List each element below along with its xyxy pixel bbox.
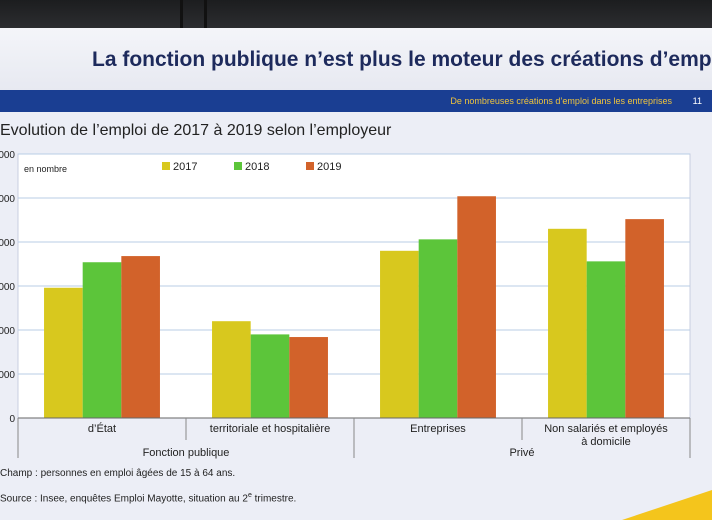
slide-header: La fonction publique n’est plus le moteu…	[0, 28, 712, 90]
legend-swatch	[306, 162, 314, 170]
bar-2019	[121, 256, 160, 418]
cable	[180, 0, 183, 36]
y-tick-label: 0	[9, 414, 15, 425]
y-tick-label: 000	[0, 150, 15, 161]
bar-2018	[82, 262, 122, 418]
category-label: d’État	[88, 422, 116, 435]
chart-title: Evolution de l’emploi de 2017 à 2019 sel…	[0, 122, 392, 139]
slide: La fonction publique n’est plus le moteu…	[0, 28, 712, 520]
bar-2017	[212, 321, 251, 418]
decorative-corner	[622, 490, 712, 520]
page-number: 11	[692, 96, 702, 106]
group-label: Fonction publique	[143, 447, 230, 459]
y-tick-label: 000	[0, 326, 15, 337]
footnote-source: Source : Insee, enquêtes Emploi Mayotte,…	[0, 492, 296, 504]
bar-2018	[586, 261, 626, 418]
bar-2017	[380, 250, 419, 418]
bar-2019	[289, 337, 328, 418]
y-tick-label: 000	[0, 282, 15, 293]
legend-label: 2018	[245, 161, 269, 173]
slide-band: De nombreuses créations d’emploi dans le…	[0, 90, 712, 112]
bar-2017	[548, 228, 587, 418]
bar-2018	[250, 334, 290, 418]
monitor-bezel	[0, 0, 712, 36]
y-tick-label: 000	[0, 194, 15, 205]
legend-swatch	[162, 162, 170, 170]
category-label-line: à domicile	[581, 436, 631, 448]
bar-2019	[457, 196, 496, 418]
legend-label: 2019	[317, 161, 341, 173]
y-tick-label: 000	[0, 370, 15, 381]
category-label: Entreprises	[410, 423, 466, 435]
unit-label: en nombre	[24, 164, 67, 174]
category-label: Non salariés et employés à domicile	[544, 423, 668, 448]
source-superscript: e	[247, 492, 252, 499]
group-label: Privé	[509, 447, 534, 459]
source-suffix: trimestre.	[251, 493, 297, 505]
source-text: Source : Insee, enquêtes Emploi Mayotte,…	[0, 493, 248, 505]
bar-2018	[418, 239, 458, 418]
bar-2019	[625, 219, 664, 418]
legend-label: 2017	[173, 161, 197, 173]
band-subtitle: De nombreuses créations d’emploi dans le…	[450, 96, 672, 106]
cable	[204, 0, 207, 36]
category-label: territoriale et hospitalière	[210, 423, 330, 435]
y-tick-label: 000	[0, 238, 15, 249]
slide-title: La fonction publique n’est plus le moteu…	[92, 48, 712, 71]
category-label-line: Non salariés et employés	[544, 423, 668, 435]
category-label-line: Entreprises	[410, 423, 466, 435]
category-label-line: territoriale et hospitalière	[210, 423, 330, 435]
bar-2017	[44, 287, 83, 418]
legend-swatch	[234, 162, 242, 170]
footnote-champ: Champ : personnes en emploi âgées de 15 …	[0, 468, 236, 479]
category-label-line: d’État	[88, 422, 116, 435]
